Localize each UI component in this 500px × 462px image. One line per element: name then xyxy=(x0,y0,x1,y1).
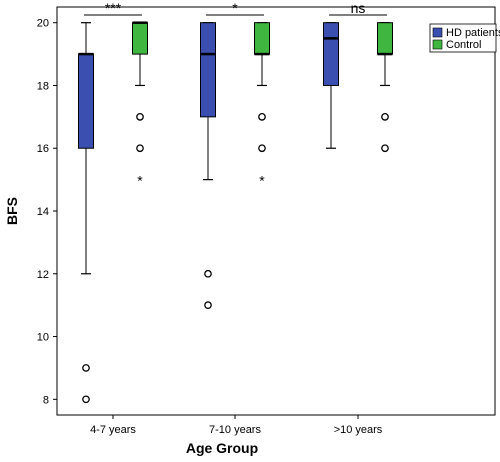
extreme-point: * xyxy=(259,173,265,189)
significance-markers: *** * ns xyxy=(84,0,387,16)
outlier-point xyxy=(82,364,90,372)
y-tick-label: 14 xyxy=(37,206,49,218)
box-series: * * xyxy=(78,21,393,404)
box xyxy=(200,22,216,118)
outlier-point xyxy=(381,144,389,153)
outlier-point xyxy=(258,144,266,153)
y-axis: 8 10 12 14 16 18 20 xyxy=(37,18,57,406)
significance-label: * xyxy=(232,0,238,16)
extreme-point: * xyxy=(137,173,143,189)
y-tick-label: 12 xyxy=(37,269,49,281)
y-tick-label: 16 xyxy=(37,143,49,155)
box xyxy=(78,53,94,149)
box xyxy=(323,22,339,86)
y-tick-label: 8 xyxy=(43,394,49,406)
outlier-point xyxy=(258,112,266,121)
outlier-point xyxy=(381,112,389,121)
legend-swatch xyxy=(432,27,443,38)
y-tick-label: 20 xyxy=(37,18,49,30)
outlier-point xyxy=(136,144,144,153)
y-axis-title: BFS xyxy=(4,197,20,225)
legend-swatch xyxy=(432,39,443,50)
outlier-point xyxy=(82,395,90,404)
x-tick-label: 7-10 years xyxy=(209,424,261,436)
legend-label: Control xyxy=(446,39,481,51)
box xyxy=(132,22,148,55)
x-axis: 4-7 years 7-10 years >10 years xyxy=(90,415,383,436)
outlier-point xyxy=(204,301,212,310)
significance-label: *** xyxy=(105,0,122,16)
plot-area xyxy=(56,6,496,416)
outlier-point xyxy=(204,269,212,278)
y-tick-label: 10 xyxy=(37,332,49,344)
x-axis-title: Age Group xyxy=(186,440,258,456)
box xyxy=(254,22,270,55)
x-tick-label: 4-7 years xyxy=(90,424,136,436)
x-tick-label: >10 years xyxy=(334,424,383,436)
outlier-point xyxy=(136,112,144,121)
significance-label: ns xyxy=(351,0,366,16)
y-tick-label: 18 xyxy=(37,80,49,92)
legend-label: HD patients xyxy=(446,27,500,39)
box xyxy=(377,22,393,55)
